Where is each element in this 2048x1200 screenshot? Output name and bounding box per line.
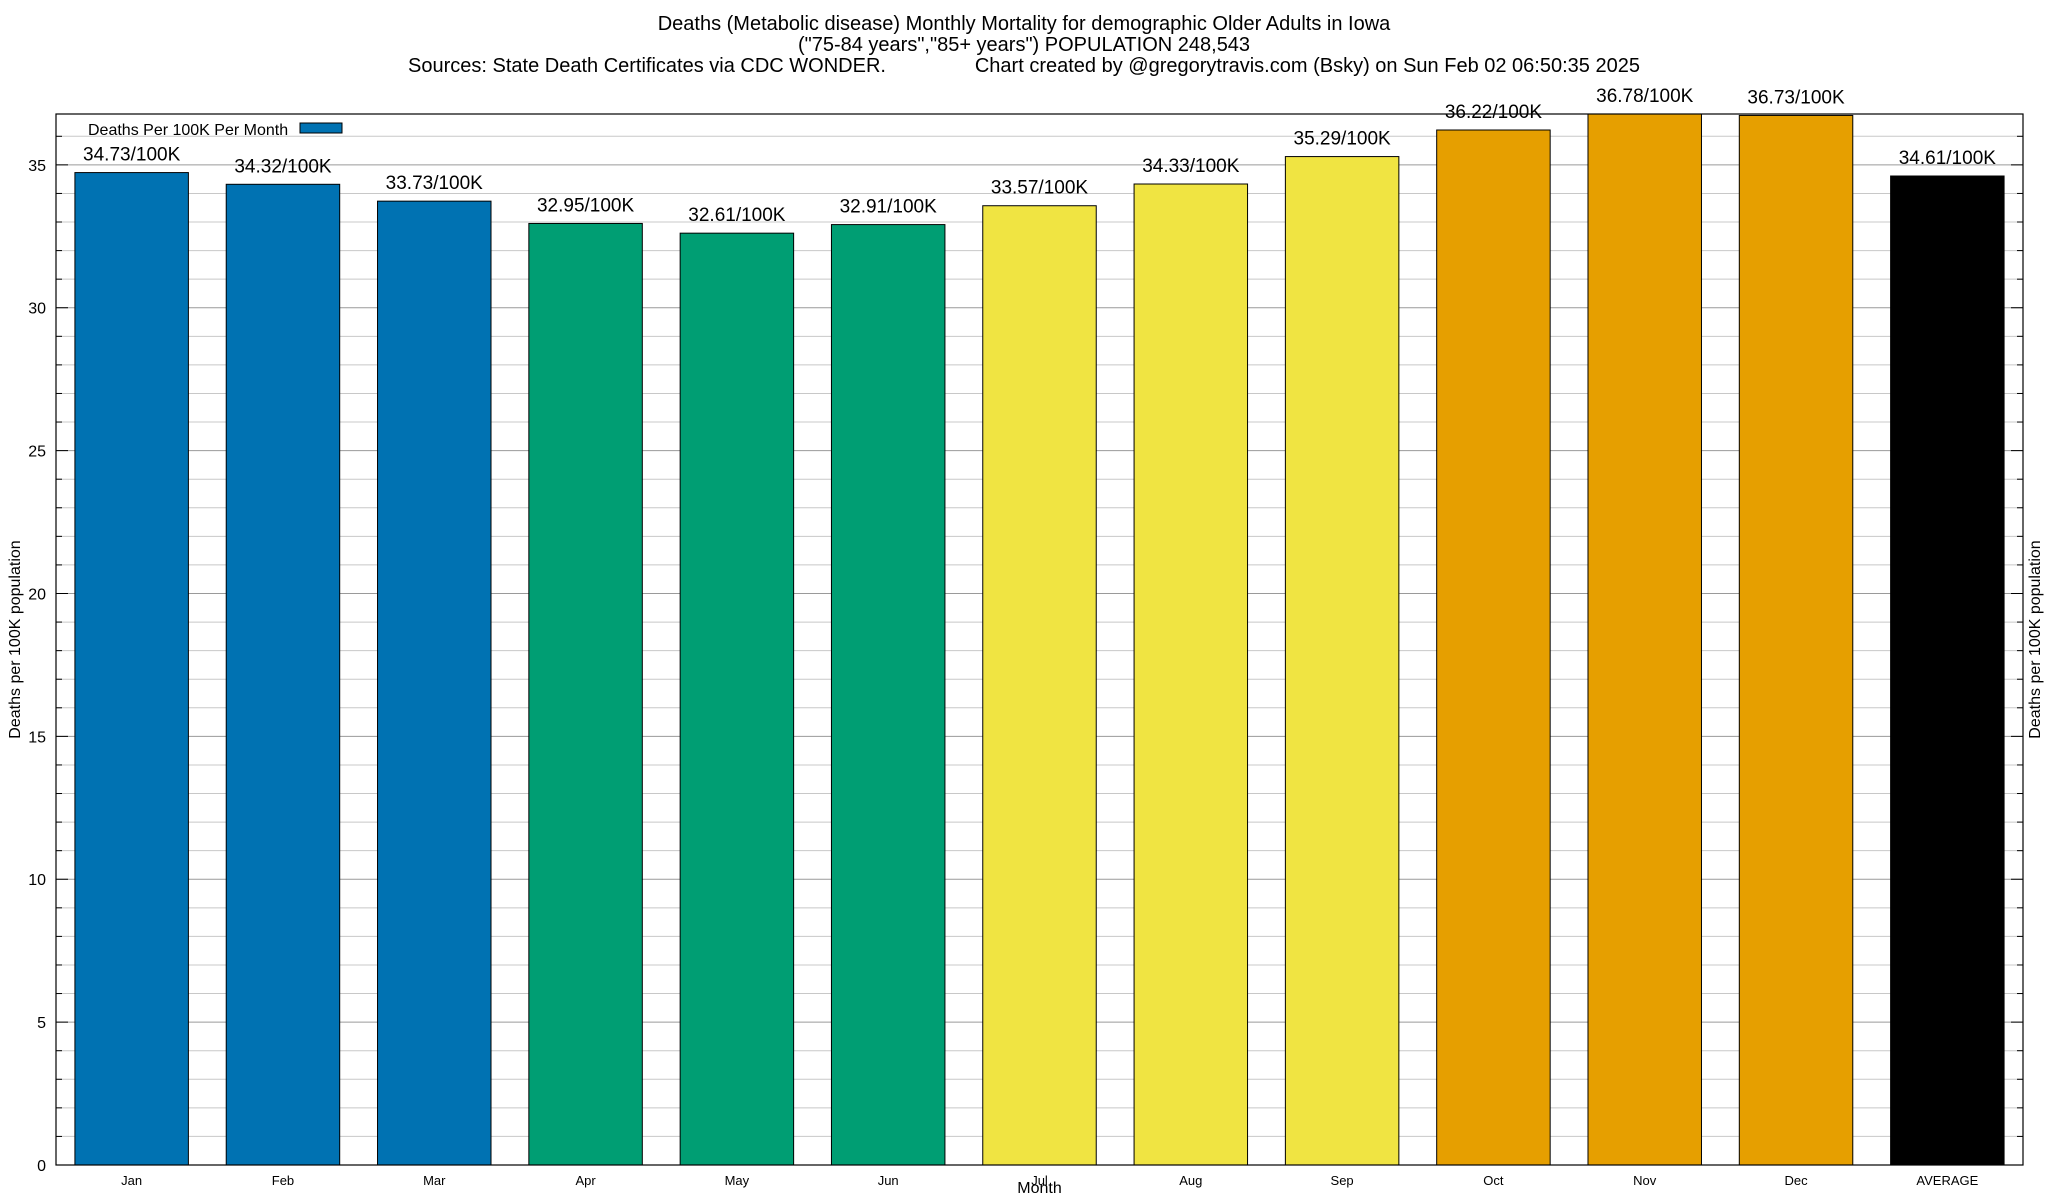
x-tick-labels: Jan Feb Mar Apr May Jun Jul Aug Sep Oct Nov Dec AVER…	[121, 1173, 1978, 1188]
y-tick-label: 25	[28, 444, 46, 461]
legend: Deaths Per 100K Per Month	[88, 122, 343, 139]
y-tick-label: 10	[28, 872, 46, 889]
value-label: 33.57/100K	[991, 178, 1089, 199]
x-tick-label: Oct	[1483, 1173, 1504, 1188]
value-label: 32.95/100K	[537, 195, 635, 216]
y-tick-label: 20	[28, 586, 46, 603]
chart-titles: Deaths (Metabolic disease) Monthly Morta…	[0, 14, 2048, 77]
bar-aug	[1133, 183, 1249, 1166]
value-label: 34.61/100K	[1899, 148, 1997, 169]
x-tick-label: Apr	[575, 1173, 596, 1188]
y-tick-label: 15	[28, 729, 46, 746]
chart-sources: Sources: State Death Certificates via CD…	[408, 55, 886, 77]
bar-mar	[377, 200, 492, 1166]
chart-sources-line: Sources: State Death Certificates via CD…	[0, 56, 2048, 77]
value-labels: 34.73/100K 34.32/100K 33.73/100K 32.95/100K…	[83, 86, 1996, 226]
y-axis-label: Deaths per 100K population	[7, 540, 24, 738]
legend-swatch	[299, 122, 343, 134]
legend-label: Deaths Per 100K Per Month	[88, 122, 288, 139]
bar-may	[679, 232, 795, 1166]
value-label: 34.33/100K	[1142, 156, 1240, 177]
bar-feb	[225, 183, 341, 1166]
bar-jul	[982, 205, 1097, 1166]
x-tick-label: Dec	[1784, 1173, 1808, 1188]
value-label: 34.32/100K	[234, 156, 332, 177]
y-ticks: 0 5 10 15 20 25 30 35	[28, 135, 2023, 1175]
bar-apr	[528, 222, 643, 1166]
bar-dec	[1738, 114, 1854, 1166]
bar-jun	[830, 224, 946, 1166]
bars	[74, 113, 2005, 1166]
chart-credit: Chart created by @gregorytravis.com (Bsk…	[974, 55, 1640, 77]
x-tick-label: Aug	[1179, 1173, 1202, 1188]
y-tick-label: 30	[28, 301, 46, 318]
y-tick-label: 0	[37, 1158, 46, 1175]
x-tick-label: Nov	[1633, 1173, 1657, 1188]
bar-average	[1890, 175, 2005, 1166]
x-tick-label: Jun	[878, 1173, 899, 1188]
value-label: 32.91/100K	[840, 197, 938, 218]
y2-axis-label: Deaths per 100K population	[2027, 540, 2044, 738]
x-tick-label: Feb	[272, 1173, 294, 1188]
x-tick-label: Jan	[121, 1173, 142, 1188]
value-label: 33.73/100K	[386, 173, 484, 194]
value-label: 36.78/100K	[1596, 86, 1694, 107]
y-tick-label: 35	[28, 158, 46, 175]
y-tick-label: 5	[37, 1015, 46, 1032]
value-label: 32.61/100K	[688, 205, 786, 226]
value-label: 34.73/100K	[83, 145, 181, 166]
x-tick-label: Mar	[423, 1173, 446, 1188]
x-tick-label: AVERAGE	[1916, 1173, 1978, 1188]
x-tick-label: Sep	[1331, 1173, 1354, 1188]
value-label: 36.22/100K	[1445, 102, 1543, 123]
plot-frame	[55, 113, 2024, 1166]
x-tick-label: Jul	[1031, 1173, 1048, 1188]
bar-sep	[1284, 156, 1400, 1166]
chart-subtitle: ("75-84 years","85+ years") POPULATION 2…	[797, 34, 1251, 56]
value-label: 35.29/100K	[1294, 129, 1392, 150]
bar-jan	[74, 172, 189, 1166]
x-axis-label: Month	[1017, 1180, 1061, 1197]
value-label: 36.73/100K	[1747, 87, 1845, 108]
bar-nov	[1587, 113, 1702, 1166]
chart-title: Deaths (Metabolic disease) Monthly Morta…	[657, 13, 1391, 35]
x-tick-label: May	[725, 1173, 750, 1188]
bar-oct	[1436, 129, 1551, 1166]
